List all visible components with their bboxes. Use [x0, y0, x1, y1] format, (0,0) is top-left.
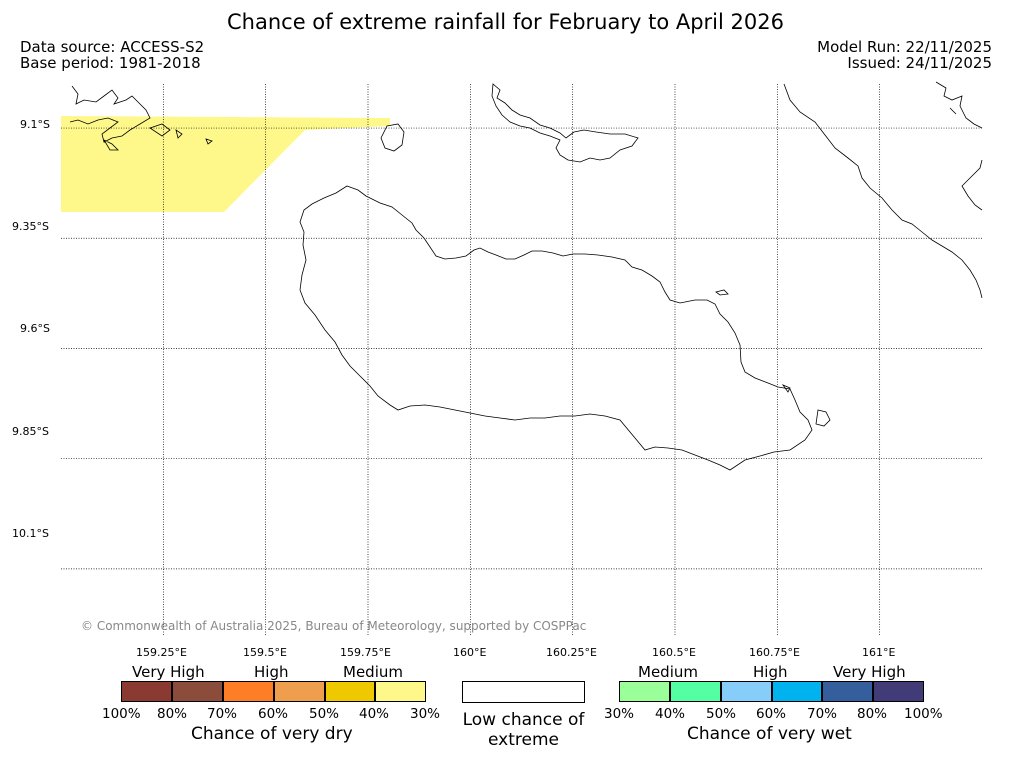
coastline-small-island: [380, 123, 405, 152]
legend-dry-swatch: [325, 681, 375, 702]
base-period: Base period: 1981-2018: [20, 54, 201, 72]
legend-wet-swatch: [670, 681, 721, 702]
legend-dry-swatch: [223, 681, 274, 702]
legend-dry-tick: 50%: [309, 706, 340, 722]
issued-date: Issued: 24/11/2025: [847, 54, 992, 72]
dry-chance-shaded-area: [61, 116, 390, 212]
lon-label: 160.75°E: [749, 646, 800, 659]
coastline-florida-islands: [491, 83, 639, 163]
lat-label: 9.1°S: [20, 118, 50, 131]
legend-wet-category: Very High: [833, 663, 906, 681]
legend-dry-swatch: [274, 681, 325, 702]
legend-dry-tick: 100%: [102, 706, 141, 722]
legend-dry-tick: 70%: [207, 706, 238, 722]
lat-label: 9.6°S: [20, 322, 50, 335]
legend-wet-tick: 40%: [655, 706, 686, 722]
lon-label: 160.5°E: [652, 646, 696, 659]
model-run: Model Run: 22/11/2025: [817, 38, 992, 56]
legend-dry-swatch: [375, 681, 426, 702]
legend-dry-caption: Chance of very dry: [191, 724, 353, 744]
legend-wet-category: Medium: [638, 663, 698, 681]
meta-left: Data source: ACCESS-S2 Base period: 1981…: [20, 39, 204, 71]
coastline-guadalcanal: [299, 185, 813, 471]
legend-dry-swatch: [172, 681, 223, 702]
meta-right: Model Run: 22/11/2025 Issued: 24/11/2025: [817, 39, 992, 71]
lon-label: 159.5°E: [243, 646, 287, 659]
copyright-notice: © Commonwealth of Australia 2025, Bureau…: [81, 619, 587, 633]
legend-dry-category: Very High: [132, 663, 205, 681]
legend-wet-category: High: [753, 663, 788, 681]
legend-dry-swatch: [121, 681, 172, 702]
legend-low-chance-caption: Low chance of extreme: [462, 710, 585, 750]
lon-label: 160°E: [453, 646, 487, 659]
legend-dry-category: High: [254, 663, 289, 681]
legend-dry-tick: 60%: [258, 706, 289, 722]
legend-wet-swatch: [873, 681, 924, 702]
legend-low-chance-swatch: [462, 681, 585, 703]
coastline-malaita: [783, 81, 983, 299]
lat-label: 9.85°S: [12, 425, 49, 438]
legend-wet-swatch: [721, 681, 772, 702]
legend-wet-tick: 50%: [706, 706, 737, 722]
coastlines: [69, 81, 983, 471]
legend-wet-tick: 60%: [756, 706, 787, 722]
legend-dry-tick: 40%: [359, 706, 390, 722]
page-title: Chance of extreme rainfall for February …: [227, 10, 784, 34]
legend-wet-swatch: [772, 681, 822, 702]
legend-wet-swatch: [822, 681, 873, 702]
coastline-northwest-islands: [69, 85, 213, 151]
coastline-east-islets: [715, 289, 831, 427]
lat-label: 10.1°S: [12, 527, 49, 540]
legend-dry-tick: 80%: [157, 706, 188, 722]
legend-wet-tick: 30%: [604, 706, 635, 722]
legend-dry-tick: 30%: [410, 706, 441, 722]
data-source: Data source: ACCESS-S2: [20, 38, 205, 56]
graticule: [61, 84, 982, 635]
legend-wet-tick: 80%: [857, 706, 888, 722]
legend-wet-caption: Chance of very wet: [687, 724, 852, 744]
legend-wet-tick: 100%: [904, 706, 943, 722]
lon-label: 159.75°E: [340, 646, 391, 659]
lon-label: 160.25°E: [546, 646, 597, 659]
legend-dry-category: Medium: [343, 663, 403, 681]
lon-label: 159.25°E: [136, 646, 187, 659]
legend-wet-swatch: [619, 681, 670, 702]
lon-label: 161°E: [862, 646, 896, 659]
lat-label: 9.35°S: [12, 220, 49, 233]
legend-wet-tick: 70%: [807, 706, 838, 722]
